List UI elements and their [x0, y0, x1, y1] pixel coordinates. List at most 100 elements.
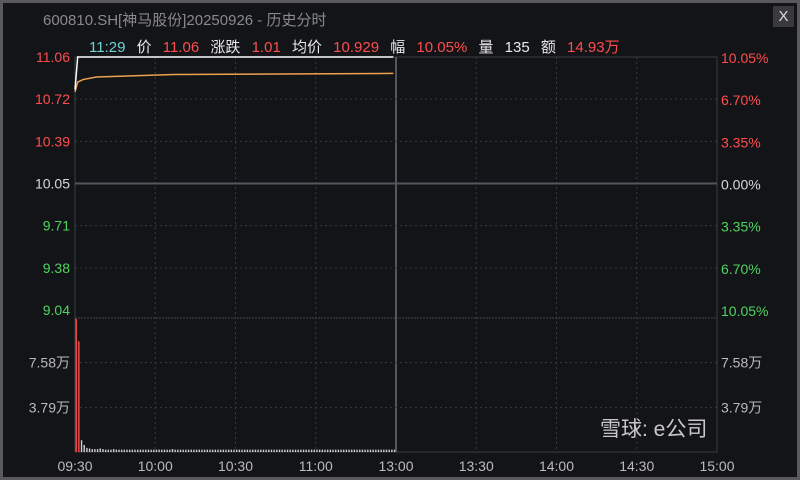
pct-tick: 3.35% [721, 134, 761, 150]
time-tick: 15:00 [699, 458, 734, 474]
change-value: 1.01 [251, 39, 281, 56]
volume-bar [198, 449, 200, 452]
volume-bar [174, 449, 176, 452]
volume-bar [289, 449, 291, 452]
vol-value: 135 [504, 39, 530, 56]
volume-bar [334, 449, 337, 452]
volume-bar [91, 449, 93, 452]
volume-bar [209, 449, 211, 452]
volume-bar [294, 449, 297, 452]
close-button[interactable]: X [773, 6, 794, 27]
volume-bar [225, 449, 227, 452]
volume-bar [273, 449, 275, 452]
volume-bar [158, 449, 160, 452]
pct-tick: 6.70% [721, 261, 761, 277]
volume-bar [112, 449, 115, 452]
volume-bar [356, 449, 358, 452]
volume-bar [372, 449, 374, 452]
info-bar: 11:29 价 11.06 涨跌 1.01 均价 10.929 幅 10.05%… [89, 36, 627, 57]
price-tick: 11.06 [36, 49, 70, 65]
volume-bar [166, 449, 168, 452]
avg-value: 10.929 [333, 39, 380, 56]
pct-tick: 10.05% [721, 303, 768, 319]
volume-bar [244, 449, 246, 452]
volume-bar [110, 449, 112, 452]
volume-bar [302, 449, 305, 452]
volume-bar [126, 449, 128, 452]
volume-bar [361, 449, 364, 452]
volume-bar [367, 449, 369, 452]
price-tick: 10.05 [35, 176, 70, 192]
price-tick: 10.72 [35, 91, 70, 107]
volume-bar [268, 449, 270, 452]
pct-label: 幅 [390, 39, 406, 56]
volume-bar [270, 449, 273, 452]
volume-bar [94, 449, 96, 452]
volume-bar [241, 449, 243, 452]
volume-bar [120, 449, 123, 452]
time-tick: 09:30 [57, 458, 92, 474]
price-label: 价 [136, 39, 152, 56]
volume-bar [83, 444, 85, 452]
vol-label: 量 [478, 39, 494, 56]
volume-bar [318, 449, 321, 452]
volume-bar [257, 449, 259, 452]
volume-bar [324, 449, 326, 452]
pct-tick: 6.70% [721, 92, 761, 108]
watermark: 雪球: e公司 [600, 418, 708, 441]
volume-bar [348, 449, 350, 452]
volume-bar [316, 449, 318, 452]
volume-tick: 3.79万 [29, 399, 70, 415]
volume-bar [393, 449, 396, 452]
volume-bar [236, 449, 238, 452]
price-tick: 9.71 [43, 218, 70, 234]
volume-bar [78, 341, 80, 452]
volume-bar [388, 449, 390, 452]
volume-bar [310, 449, 313, 452]
volume-bar [187, 449, 190, 452]
volume-bar [139, 449, 142, 452]
volume-bar [161, 449, 163, 452]
volume-bar [326, 449, 329, 452]
time-tick: 14:00 [539, 458, 574, 474]
volume-bar [297, 449, 299, 452]
volume-bar [145, 449, 147, 452]
volume-bar [252, 449, 254, 452]
volume-bar [129, 449, 131, 452]
volume-bar [337, 449, 340, 452]
volume-bar [118, 449, 120, 452]
pct-tick: 10.05% [721, 50, 768, 66]
time-tick: 13:30 [459, 458, 494, 474]
info-time: 11:29 [89, 39, 126, 56]
volume-bar [332, 449, 334, 452]
volume-bar [305, 449, 307, 452]
volume-tick-right: 3.79万 [721, 399, 762, 415]
volume-bar [195, 449, 198, 452]
volume-bar [292, 449, 294, 452]
time-tick: 10:00 [138, 458, 173, 474]
volume-bar [300, 449, 302, 452]
volume-bar [190, 449, 192, 452]
avg-price-line [74, 72, 394, 93]
volume-bar [137, 449, 139, 452]
volume-bar [163, 449, 166, 452]
time-tick: 13:00 [378, 458, 413, 474]
volume-bar [155, 449, 158, 452]
volume-bar [219, 449, 222, 452]
volume-bar [182, 449, 184, 452]
volume-bar [107, 449, 109, 452]
volume-bar [391, 449, 393, 452]
volume-bar [217, 449, 219, 452]
volume-bar [134, 449, 136, 452]
volume-bar [123, 449, 126, 452]
amount-label: 额 [540, 39, 556, 56]
time-tick: 11:00 [299, 458, 333, 474]
volume-bar [262, 449, 265, 452]
volume-bar [351, 449, 353, 452]
volume-bar [147, 449, 150, 452]
volume-bar [88, 448, 91, 452]
volume-bar [142, 449, 144, 452]
window-title: 600810.SH[神马股份]20250926 - 历史分时 [43, 12, 327, 29]
volume-bar [340, 449, 342, 452]
